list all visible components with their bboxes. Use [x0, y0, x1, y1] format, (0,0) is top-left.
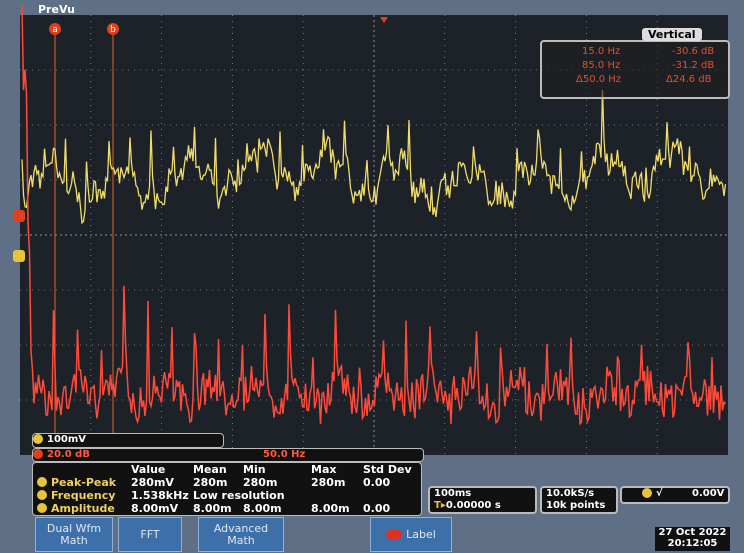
prevu-label: PreVu: [38, 3, 75, 16]
date: 27 Oct 2022: [658, 527, 727, 538]
readout-freq-b: 85.0 Hz: [582, 60, 621, 71]
measurement-value: 0.00: [363, 502, 391, 515]
cursor-b-label: b: [110, 25, 116, 35]
channel-1-trace: [21, 89, 727, 225]
channel-scale-text: 100mV: [47, 434, 87, 445]
trigger-level: 0.00V: [692, 488, 725, 499]
measurement-value: 280m: [311, 476, 346, 489]
math-marker: [13, 210, 25, 222]
measurement-value: 280m: [193, 476, 228, 489]
trigger: √ 0.00V: [620, 486, 730, 504]
readout-freq-a: 15.0 Hz: [582, 46, 621, 57]
math-trace: [21, 5, 727, 426]
cursor-b-marker: [107, 23, 119, 35]
measurement-value: 8.00m: [311, 502, 350, 515]
measurement-value: 280m: [243, 476, 278, 489]
sample-rate: 10.0kS/s: [546, 488, 595, 499]
measurement-source: [37, 490, 47, 500]
math-scale: 20.0 dB 50.0 Hz: [32, 448, 424, 462]
measurement-table: Value Mean Min Max Std Dev Peak-Peak 280mV 280m…: [32, 462, 422, 516]
cursor-a-marker: [49, 23, 61, 35]
record-length: 10k points: [546, 500, 606, 511]
graticule: [20, 15, 728, 455]
timebase-position: 0.00000 s: [445, 500, 501, 511]
softkey-advanced-math[interactable]: Advanced Math: [198, 517, 284, 552]
measurement-source: [37, 477, 47, 487]
measurement-value: 8.00m: [243, 502, 282, 515]
timebase-scale: 100ms: [434, 488, 472, 499]
readout-freq-delta: Δ50.0 Hz: [576, 74, 622, 85]
cursor-readout: Vertical 15.0 Hz -30.6 dB 85.0 Hz -31.2 …: [540, 28, 730, 99]
measurement-name: Peak-Peak: [51, 476, 117, 489]
channel-scale: 100mV: [32, 433, 224, 448]
measurement-value: 8.00mV: [131, 502, 179, 515]
measurement-header: Std Dev: [363, 463, 412, 476]
measurement-name: Amplitude: [51, 502, 115, 515]
acquisition: 10.0kS/s 10k points: [540, 486, 618, 514]
measurement-name: Frequency: [51, 489, 116, 502]
measurement-value: Low resolution: [193, 489, 285, 502]
time: 20:12:05: [667, 538, 718, 549]
measurement-value: 8.00m: [193, 502, 232, 515]
measurement-header: Mean: [193, 463, 227, 476]
cursor-a-label: a: [52, 25, 58, 35]
timebase: 100ms T▸0.00000 s: [428, 486, 537, 514]
readout-db-a: -30.6 dB: [672, 46, 715, 57]
measurement-source: [37, 503, 47, 513]
measurement-value: 280mV: [131, 476, 174, 489]
measurement-value: 1.538kHz: [131, 489, 189, 502]
trigger-position: [380, 17, 388, 23]
math-scale-text: 20.0 dB: [47, 449, 90, 460]
readout-title: Vertical: [642, 28, 702, 41]
math-center: 50.0 Hz: [263, 449, 306, 460]
softkey-label[interactable]: Label: [370, 517, 452, 552]
readout-db-b: -31.2 dB: [672, 60, 715, 71]
softkey-label-text: Label: [406, 527, 436, 541]
measurement-header: Max: [311, 463, 337, 476]
measurement-value: 0.00: [363, 476, 391, 489]
softkey-dual-wfm-math[interactable]: Dual Wfm Math: [35, 517, 113, 552]
datetime: 27 Oct 2022 20:12:05: [655, 527, 730, 551]
measurement-header: Min: [243, 463, 266, 476]
channel-1-marker: [13, 250, 25, 262]
softkey-fft[interactable]: FFT: [118, 517, 182, 552]
readout-db-delta: Δ24.6 dB: [666, 74, 712, 85]
measurement-header: Value: [131, 463, 166, 476]
